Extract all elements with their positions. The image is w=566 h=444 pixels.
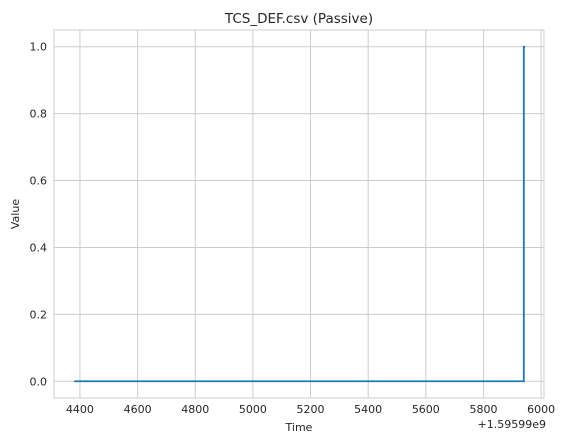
x-gridlines (79, 30, 542, 398)
x-axis-label: Time (285, 421, 313, 434)
x-tick-label: 5400 (354, 403, 382, 416)
x-tick-label: 5200 (297, 403, 325, 416)
y-tick-labels: 0.0 0.2 0.4 0.6 0.8 1.0 (30, 41, 48, 389)
chart-title: TCS_DEF.csv (Passive) (224, 11, 373, 27)
plot-frame (53, 29, 545, 399)
series-layer (74, 45, 526, 383)
y-tick-label: 0.8 (30, 108, 48, 121)
y-tick-label: 0.6 (30, 175, 48, 188)
x-offset-label: +1.59599e9 (478, 418, 546, 431)
y-axis-label: Value (9, 199, 22, 229)
x-tick-labels: 4400 4600 4800 5000 5200 5400 5600 5800 6000 (66, 403, 555, 416)
y-tick-label: 0.4 (30, 241, 48, 254)
y-tick-label: 0.0 (30, 375, 48, 388)
y-gridlines (54, 46, 544, 382)
series-line-0 (74, 45, 526, 383)
x-tick-label: 4400 (66, 403, 94, 416)
x-tick-label: 5800 (469, 403, 497, 416)
x-tick-label: 5600 (412, 403, 440, 416)
x-tick-label: 6000 (527, 403, 555, 416)
x-tick-label: 4600 (124, 403, 152, 416)
y-tick-label: 0.2 (30, 308, 48, 321)
y-tick-label: 1.0 (30, 41, 48, 54)
x-tick-label: 4800 (181, 403, 209, 416)
x-tick-label: 5000 (239, 403, 267, 416)
